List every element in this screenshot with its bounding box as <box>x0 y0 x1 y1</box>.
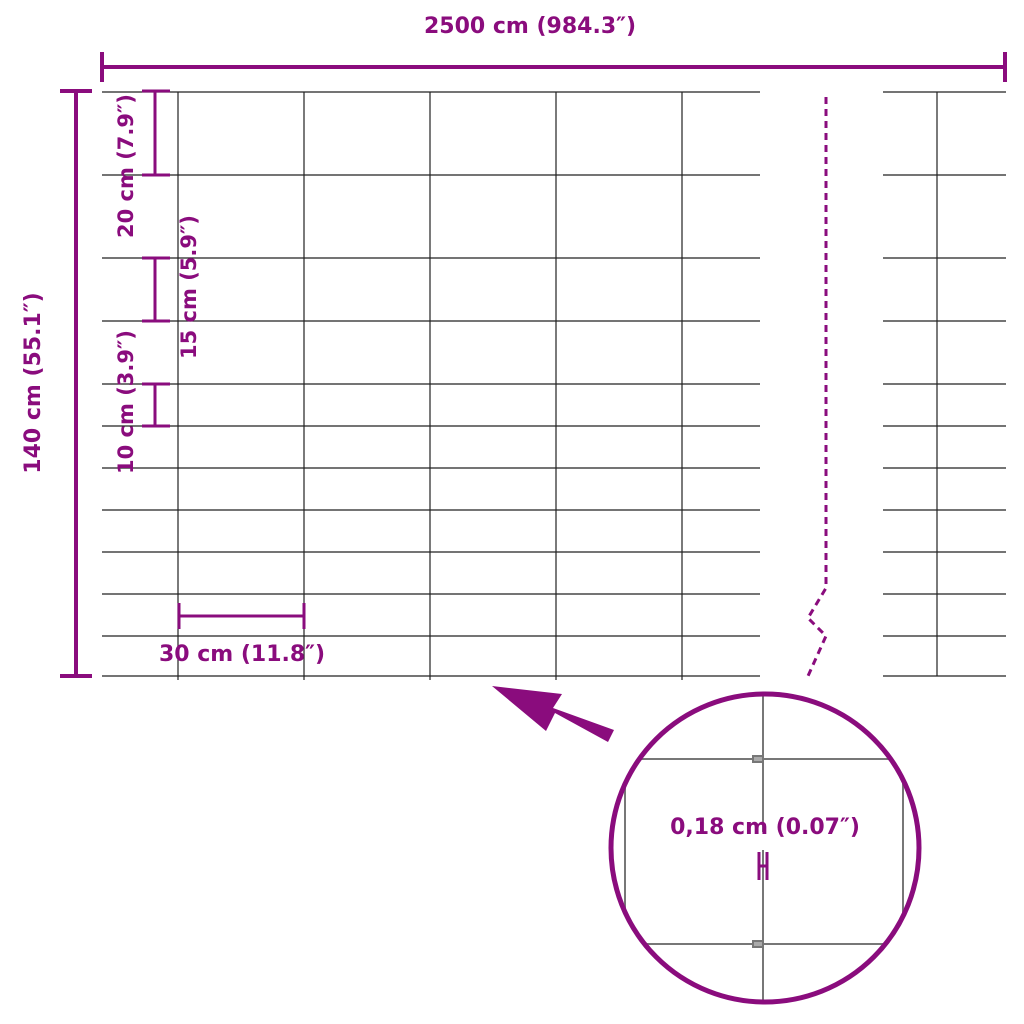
height-dimension <box>60 89 92 678</box>
detail-magnifier-circle <box>608 691 922 1005</box>
height-label: 140 cm (55.1″) <box>21 292 46 473</box>
wire-diameter-label: 0,18 cm (0.07″) <box>670 815 860 840</box>
length-dimension <box>100 52 1007 82</box>
top-spacing-label: 20 cm (7.9″) <box>114 94 138 238</box>
mid-spacing-label: 15 cm (5.9″) <box>177 215 201 359</box>
arrow-icon <box>492 686 614 742</box>
spacing-dimensions <box>142 89 306 629</box>
length-label: 2500 cm (984.3″) <box>424 14 636 39</box>
wire-diameter-dimension <box>757 852 769 880</box>
break-line <box>806 97 828 677</box>
wire-mesh-grid <box>102 91 1006 680</box>
mesh-width-label: 30 cm (11.8″) <box>159 642 325 667</box>
bottom-spacing-label: 10 cm (3.9″) <box>114 330 138 474</box>
